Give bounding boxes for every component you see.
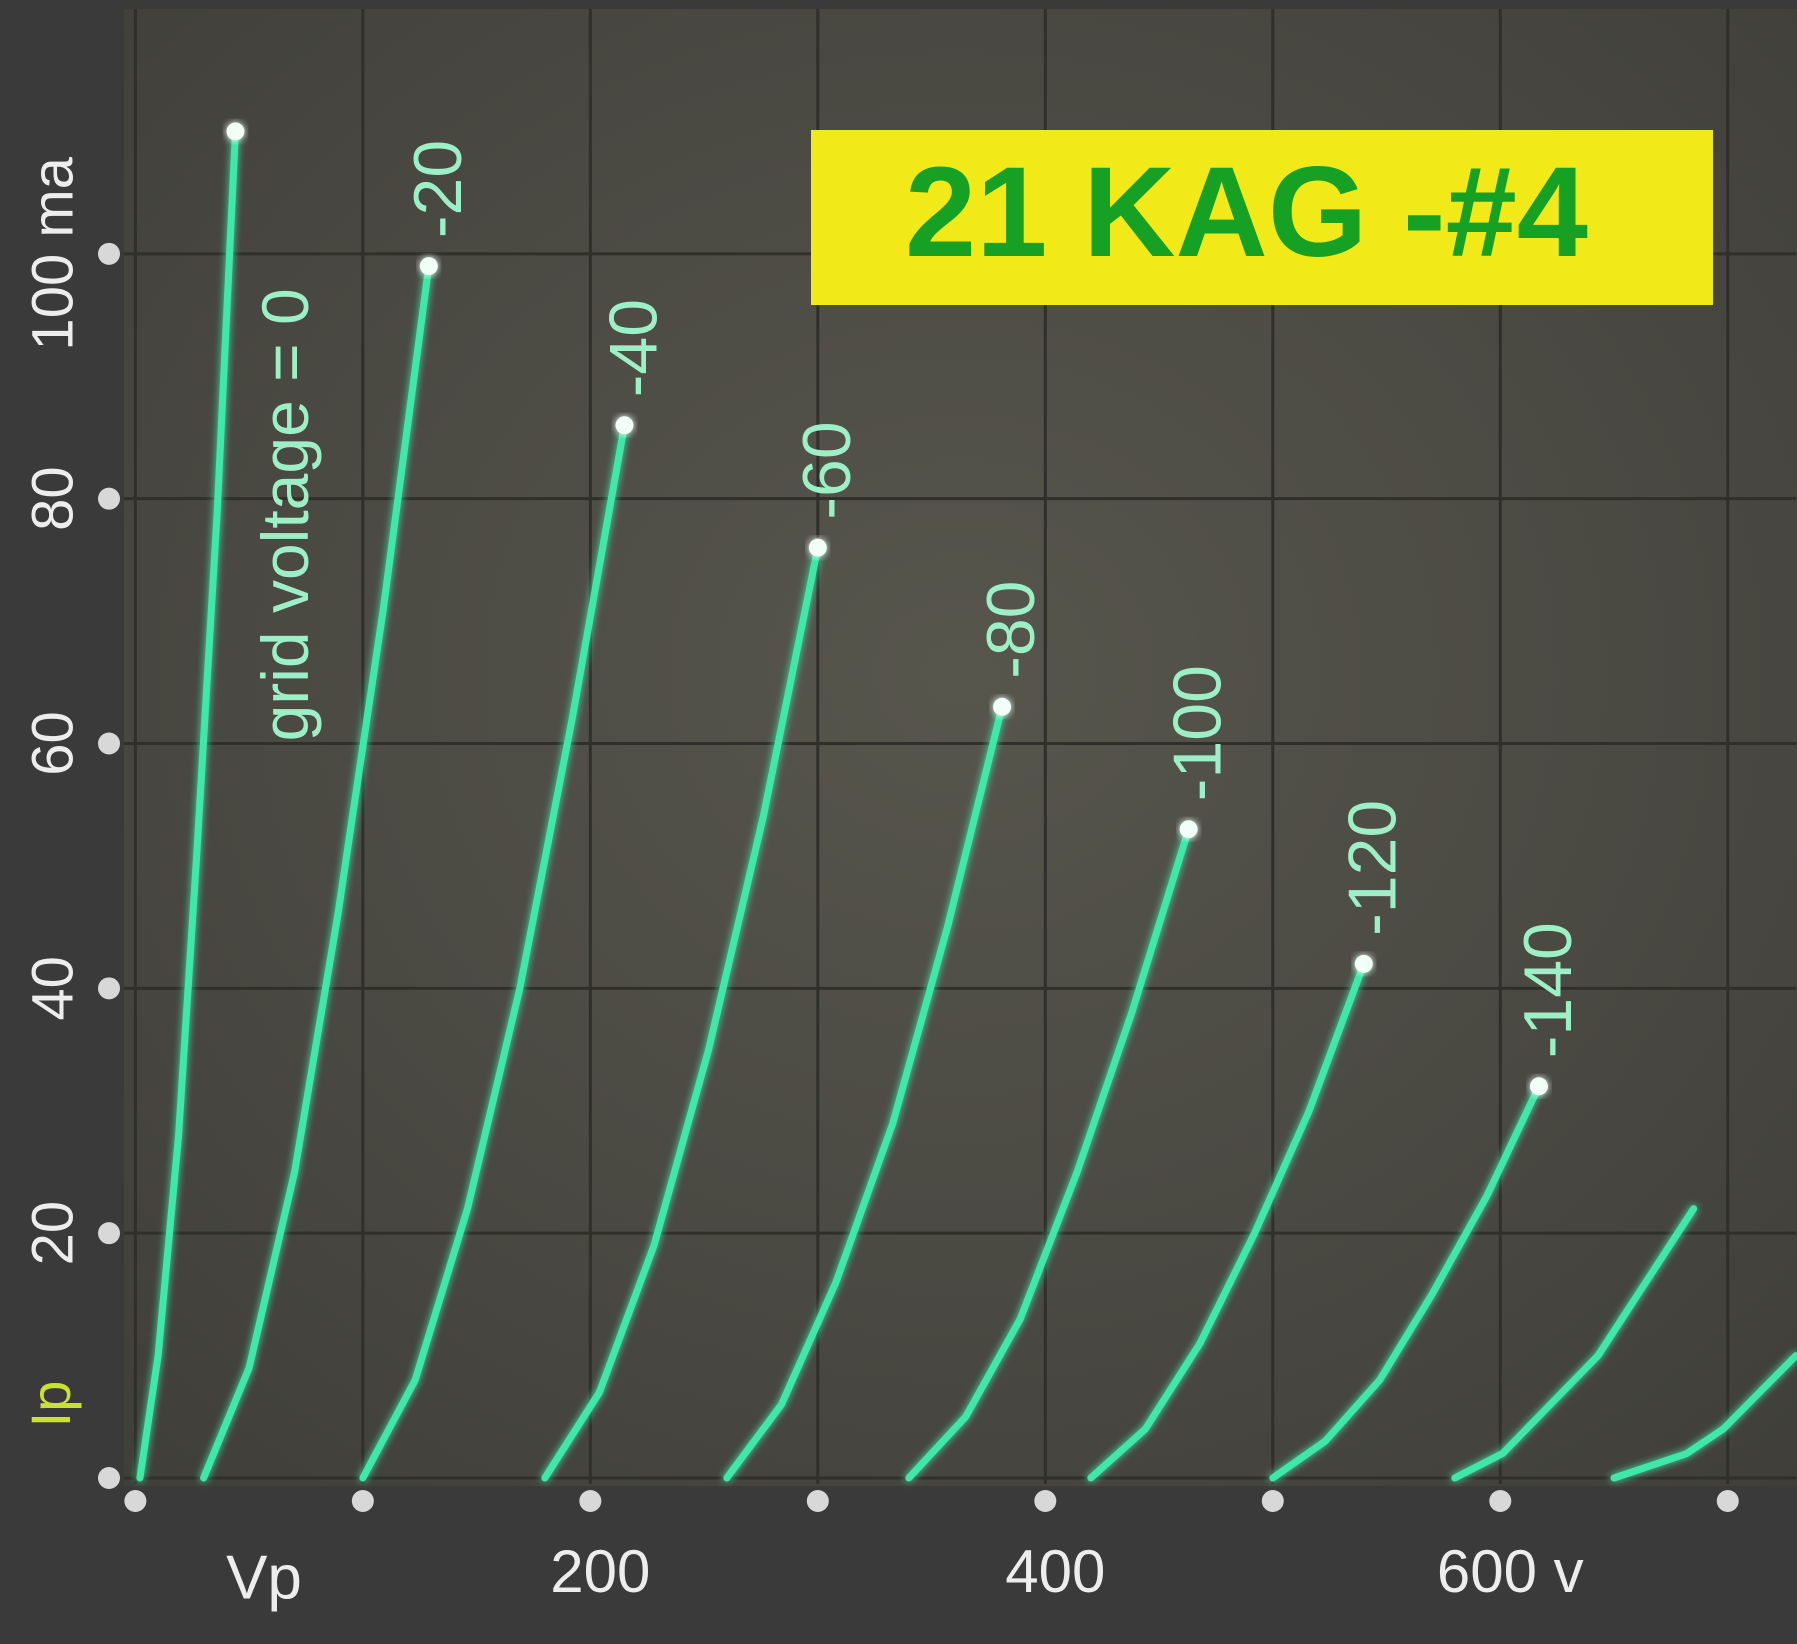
trace-line xyxy=(1610,1352,1797,1482)
curve-label: -20 xyxy=(400,140,476,238)
trace-tip xyxy=(226,122,245,141)
trace-line xyxy=(1087,960,1368,1482)
trace-line xyxy=(1451,1205,1698,1482)
x-tick-label: 400 xyxy=(1005,1538,1105,1605)
y-tick-dot xyxy=(98,1467,120,1489)
trace-line xyxy=(905,825,1193,1482)
curve-label: -60 xyxy=(789,421,865,519)
trace-line xyxy=(200,262,433,1482)
trace-line xyxy=(136,127,239,1482)
x-tick-dot xyxy=(806,1490,829,1512)
y-tick-label: 100 ma xyxy=(20,156,85,350)
y-tick-label: 60 xyxy=(20,711,85,776)
y-tick-label: 80 xyxy=(20,466,85,531)
y-tick-dot xyxy=(98,732,120,755)
labels: 200 400 600 v 20 40 60 80 100 ma grid voltage = … xyxy=(20,140,1586,1605)
curve-label: grid voltage = 0 xyxy=(248,288,322,741)
trace-tip xyxy=(1179,820,1198,839)
curve-label: -100 xyxy=(1160,665,1236,801)
trace-tip xyxy=(993,697,1012,716)
y-tick-dot xyxy=(98,242,120,265)
x-tick-dot xyxy=(124,1490,147,1512)
x-tick-dot xyxy=(1489,1490,1512,1512)
x-tick-dot xyxy=(1716,1490,1739,1512)
curve-label: -140 xyxy=(1510,922,1586,1058)
trace-tip xyxy=(1354,954,1373,973)
trace-tip xyxy=(615,416,634,435)
title-box xyxy=(811,130,1713,305)
curve-label: -40 xyxy=(595,299,671,397)
x-tick-dot xyxy=(1261,1490,1284,1512)
trace-line xyxy=(1269,1082,1543,1482)
y-axis-label: Ip xyxy=(19,1381,82,1428)
trace-line xyxy=(541,544,822,1482)
trace-line xyxy=(723,703,1006,1482)
x-tick-dot xyxy=(579,1490,602,1512)
trace-line xyxy=(359,421,628,1482)
x-tick-dot xyxy=(351,1490,374,1512)
trace-tip xyxy=(808,538,827,557)
x-tick-label: 200 xyxy=(550,1538,650,1605)
y-tick-label: 20 xyxy=(20,1201,85,1266)
x-tick-dot xyxy=(1034,1490,1057,1512)
y-tick-dot xyxy=(98,1222,120,1245)
y-tick-dot xyxy=(98,977,120,1000)
y-tick-label: 40 xyxy=(20,956,85,1021)
traces xyxy=(134,122,1797,1482)
trace-tip xyxy=(419,257,438,276)
x-axis-label: Vp xyxy=(226,1543,302,1612)
chart-title: 21 KAG -#4 xyxy=(905,141,1588,284)
curve-label: -120 xyxy=(1335,800,1411,936)
curve-label: -80 xyxy=(973,580,1049,678)
x-tick-label: 600 v xyxy=(1437,1538,1584,1605)
y-tick-dot xyxy=(98,487,120,510)
trace-tip xyxy=(1529,1077,1548,1096)
